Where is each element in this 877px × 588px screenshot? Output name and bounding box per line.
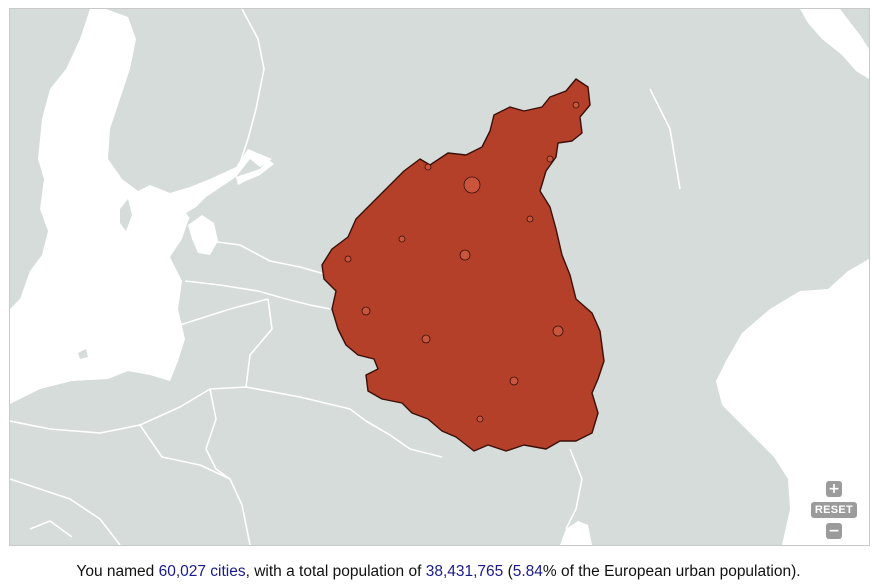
map-canvas[interactable] [10,9,869,545]
zoom-in-button[interactable]: + [826,481,842,497]
city-marker [361,306,371,316]
population-total: 38,431,765 [425,563,504,580]
black-sea [560,521,592,545]
city-marker [398,235,406,243]
city-markers [321,78,605,452]
city-cluster-area [321,78,605,452]
summary-middle: , with a total population of [245,563,426,580]
city-marker [509,376,519,386]
city-marker [459,249,471,261]
city-marker [476,415,484,423]
city-count: 60,027 cities [158,563,246,580]
zoom-out-button[interactable]: − [826,523,842,539]
summary-open-paren: ( [503,563,513,580]
plus-icon: + [828,481,840,497]
island-saaremaa [186,207,200,221]
city-marker [424,163,432,171]
reset-button[interactable]: RESET [810,502,858,518]
city-marker [552,325,564,337]
summary-suffix: % of the European urban population). [542,563,801,580]
gulf-of-riga [188,215,218,255]
minus-icon: − [828,523,840,539]
summary-text: You named 60,027 cities, with a total po… [0,563,877,581]
island-bornholm [78,349,88,359]
caspian-sea [716,259,869,545]
city-marker [344,255,352,263]
map-view[interactable]: + RESET − [9,8,870,546]
summary-prefix: You named [76,563,159,580]
city-marker [572,101,580,109]
gulf-of-finland [236,159,274,185]
city-marker [463,176,481,194]
city-marker [421,334,431,344]
baltic-sea [10,9,272,404]
city-marker [546,155,554,163]
population-percent: 5.84 [512,563,543,580]
white-sea [800,9,869,79]
zoom-controls: + RESET − [809,481,859,539]
island-gotland [120,199,132,231]
country-borders [10,9,681,545]
city-marker [526,215,534,223]
